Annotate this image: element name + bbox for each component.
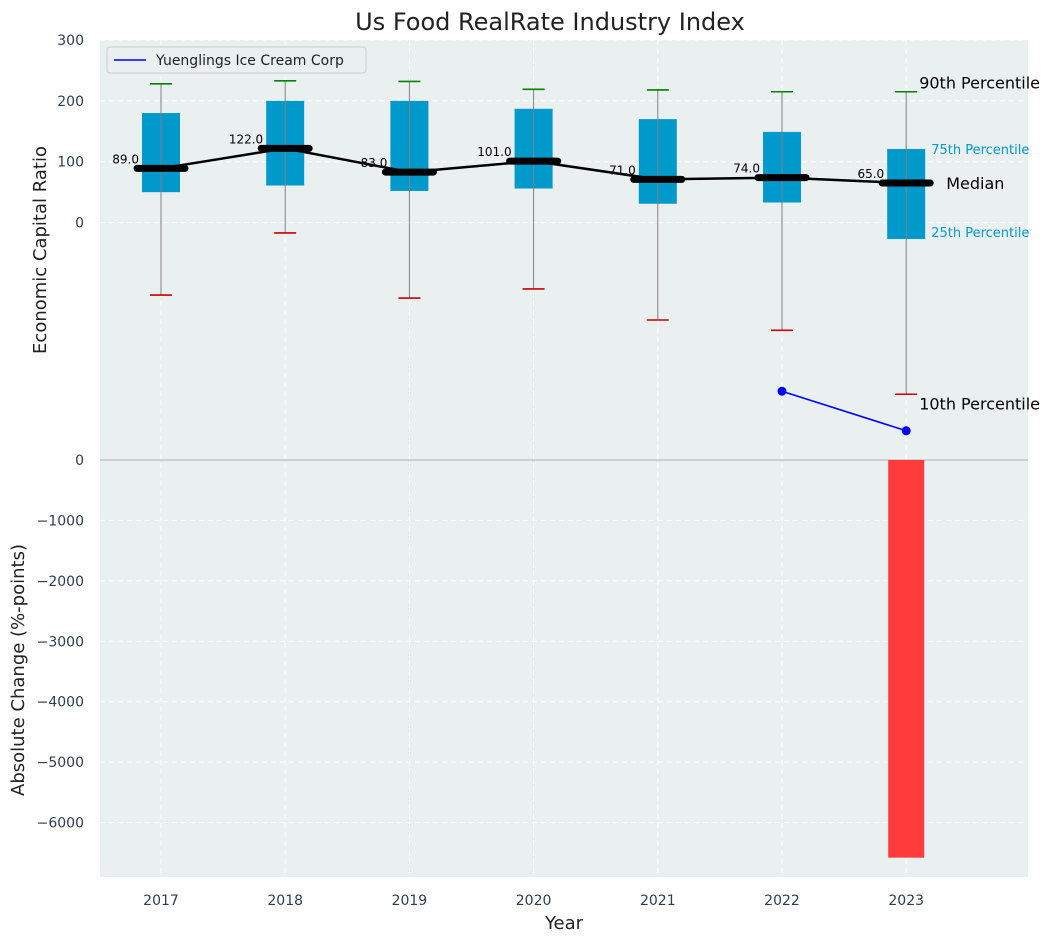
y-tick-label-bottom: −5000 [37, 755, 84, 771]
median-value-label: 83.0 [361, 156, 388, 170]
top-panel-background [100, 40, 1028, 460]
y-tick-label-bottom: 0 [75, 453, 84, 469]
median-value-label: 65.0 [857, 167, 884, 181]
y-tick-label-bottom: −4000 [37, 695, 84, 711]
x-tick-label: 2020 [516, 893, 552, 909]
x-tick-label: 2018 [267, 893, 303, 909]
y-tick-label-bottom: −1000 [37, 513, 84, 529]
x-axis-label: Year [544, 913, 584, 934]
annotation-p90: 90th Percentile [919, 74, 1040, 93]
x-tick-label: 2017 [143, 893, 179, 909]
y-tick-label-bottom: −3000 [37, 634, 84, 650]
legend-label: Yuenglings Ice Cream Corp [155, 53, 344, 69]
y-tick-label-top: 300 [57, 33, 84, 49]
x-tick-label: 2023 [888, 893, 924, 909]
y-tick-label-top: 0 [75, 216, 84, 232]
x-tick-label: 2021 [640, 893, 676, 909]
bottom-panel-background [100, 460, 1028, 877]
median-value-label: 74.0 [733, 162, 760, 176]
company-series-line [781, 390, 907, 432]
annotation-p25: 25th Percentile [931, 226, 1029, 241]
y-tick-label-bottom: −2000 [37, 574, 84, 590]
y-tick-label-bottom: −6000 [37, 816, 84, 832]
company-series-point [777, 386, 787, 396]
annotation-p10: 10th Percentile [919, 394, 1040, 413]
y-axis-label-top: Economic Capital Ratio [30, 146, 51, 354]
y-tick-label-top: 100 [57, 155, 84, 171]
median-value-label: 71.0 [609, 163, 636, 177]
chart-title: Us Food RealRate Industry Index [355, 8, 745, 36]
legend-box [106, 46, 367, 74]
annotation-p75: 75th Percentile [931, 143, 1029, 158]
company-series-point [901, 426, 911, 436]
y-tick-label-top: 200 [57, 94, 84, 110]
median-value-label: 101.0 [477, 145, 511, 159]
median-value-label: 122.0 [229, 132, 263, 146]
x-tick-label: 2019 [392, 893, 428, 909]
change-bar [888, 460, 925, 858]
x-tick-label: 2022 [764, 893, 800, 909]
y-axis-label-bottom: Absolute Change (%-points) [8, 544, 29, 796]
median-value-label: 89.0 [112, 152, 139, 166]
annotation-median: Median [946, 174, 1004, 193]
